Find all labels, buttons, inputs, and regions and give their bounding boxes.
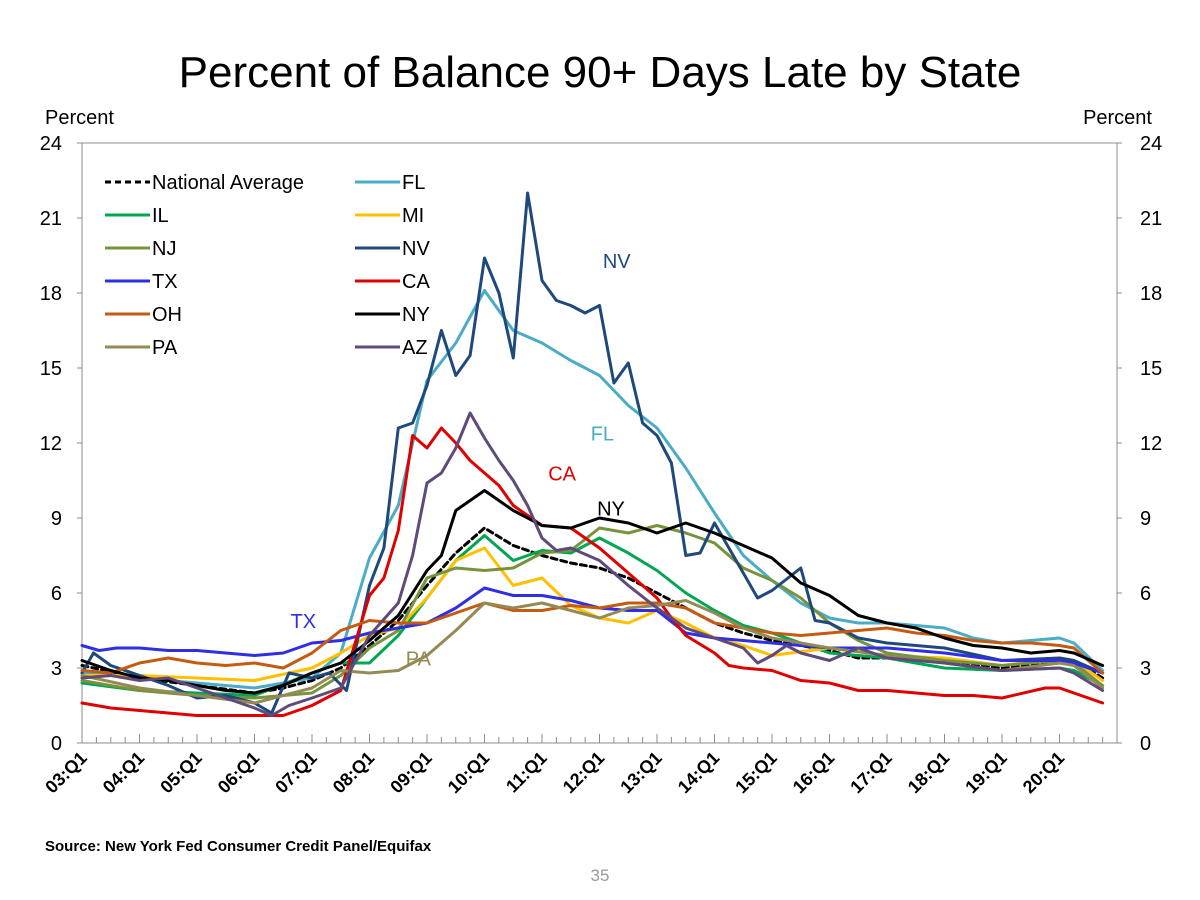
y-tick-label-left: 12 — [40, 433, 62, 455]
series-line-oh — [80, 601, 1105, 675]
legend-label-nj: NJ — [152, 238, 176, 260]
series-layer — [80, 191, 1105, 717]
x-tick-label: 20:Q1 — [1019, 748, 1069, 798]
legend-label-tx: TX — [152, 271, 178, 293]
x-tick-label: 12:Q1 — [559, 748, 609, 798]
y-tick-label-left: 15 — [40, 358, 62, 380]
x-tick-label: 04:Q1 — [99, 748, 149, 798]
y-tick-label-left: 21 — [40, 208, 62, 230]
y-tick-label-right: 24 — [1140, 133, 1162, 155]
legend-label-ny: NY — [402, 304, 430, 326]
y-tick-label-right: 12 — [1140, 433, 1162, 455]
series-line-nj — [80, 524, 1105, 700]
page-number: 35 — [590, 866, 610, 885]
annotation-ny: NY — [597, 499, 625, 521]
series-line-ny — [80, 489, 1105, 695]
x-tick-label: 09:Q1 — [386, 748, 436, 798]
y-tick-label-right: 15 — [1140, 358, 1162, 380]
annotation-ca: CA — [548, 464, 576, 486]
x-tick-label: 06:Q1 — [214, 748, 264, 798]
y-tick-label-right: 3 — [1140, 658, 1151, 680]
y-tick-label-right: 21 — [1140, 208, 1162, 230]
x-tick-label: 11:Q1 — [502, 748, 551, 797]
y-tick-label-right: 9 — [1140, 508, 1151, 530]
legend-label-il: IL — [152, 205, 169, 227]
series-line-az — [80, 411, 1105, 717]
legend-label-national-average: National Average — [152, 172, 304, 194]
series-line-tx — [80, 586, 1105, 675]
y-tick-label-left: 18 — [40, 283, 62, 305]
annotation-pa: PA — [406, 649, 432, 671]
x-tick-label: 13:Q1 — [616, 748, 666, 798]
x-tick-label: 17:Q1 — [846, 748, 896, 798]
annotation-fl: FL — [591, 424, 614, 446]
y-tick-label-left: 9 — [51, 508, 62, 530]
legend-label-ca: CA — [402, 271, 430, 293]
series-line-ca — [80, 426, 1105, 717]
x-tick-label: 10:Q1 — [444, 748, 494, 798]
legend-label-mi: MI — [402, 205, 424, 227]
x-tick-label: 08:Q1 — [329, 748, 379, 798]
legend: National Average FL IL MI NJ NV TX CA OH NY PA AZ — [105, 172, 430, 359]
y-tick-label-left: 6 — [51, 583, 62, 605]
y-axis-label-right: Percent — [1083, 107, 1152, 129]
series-line-fl — [80, 289, 1105, 690]
x-tick-label: 16:Q1 — [789, 748, 839, 798]
x-tick-label: 07:Q1 — [271, 748, 321, 798]
annotation-tx: TX — [291, 611, 317, 633]
y-tick-label-right: 6 — [1140, 583, 1151, 605]
y-tick-label-right: 0 — [1140, 733, 1151, 755]
legend-label-fl: FL — [402, 172, 425, 194]
y-tick-label-left: 24 — [40, 133, 62, 155]
source-note: Source: New York Fed Consumer Credit Pan… — [45, 838, 432, 855]
y-tick-label-right: 18 — [1140, 283, 1162, 305]
x-tick-label: 03:Q1 — [41, 748, 91, 798]
x-tick-label: 19:Q1 — [961, 748, 1011, 798]
x-tick-label: 15:Q1 — [731, 748, 781, 798]
series-line-nv — [80, 191, 1105, 715]
y-tick-label-left: 0 — [51, 733, 62, 755]
annotation-layer: NV FL CA NY TX PA — [291, 251, 632, 671]
legend-label-az: AZ — [402, 337, 428, 359]
y-tick-label-left: 3 — [51, 658, 62, 680]
legend-label-nv: NV — [402, 238, 430, 260]
annotation-nv: NV — [603, 251, 631, 273]
slide-title: Percent of Balance 90+ Days Late by Stat… — [178, 48, 1022, 97]
legend-label-pa: PA — [152, 337, 178, 359]
x-tick-label: 18:Q1 — [904, 748, 954, 798]
x-tick-label: 14:Q1 — [674, 748, 724, 798]
y-axis-label-left: Percent — [45, 107, 114, 129]
legend-label-oh: OH — [152, 304, 182, 326]
x-tick-label: 05:Q1 — [156, 748, 206, 798]
